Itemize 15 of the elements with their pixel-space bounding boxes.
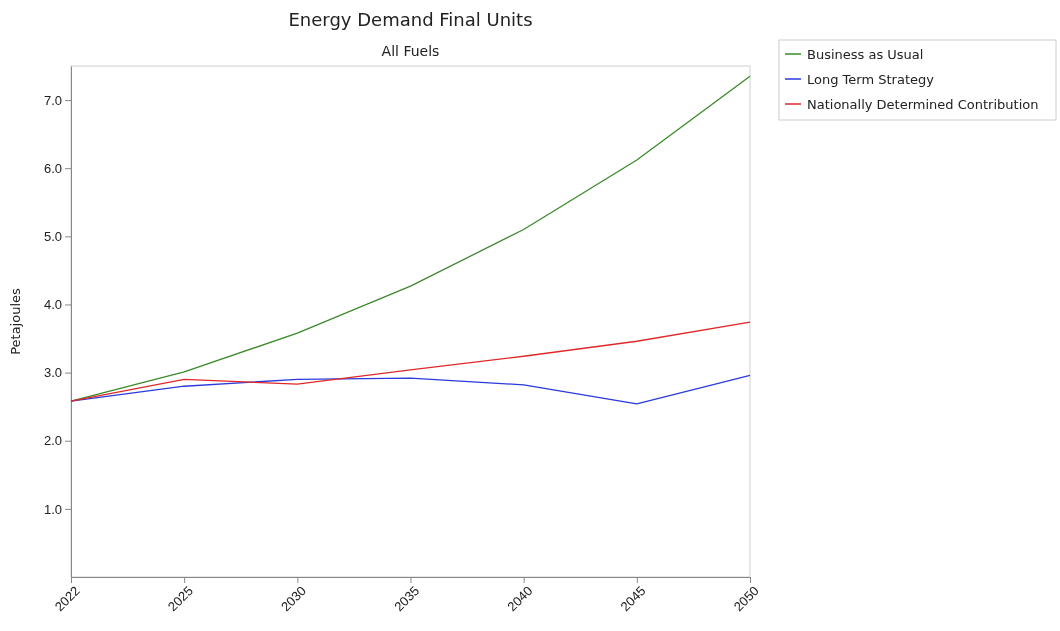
y-tick-label: 1.0 <box>43 501 62 517</box>
y-tick-label: 3.0 <box>43 365 62 381</box>
y-tick-label: 6.0 <box>43 160 62 176</box>
y-axis-title: Petajoules <box>8 287 23 355</box>
y-tick-label: 7.0 <box>43 92 62 108</box>
y-tick-label: 4.0 <box>43 297 62 313</box>
line-series <box>70 374 751 405</box>
y-tick-label: 2.0 <box>43 433 62 449</box>
legend-label: Long Term Strategy <box>807 72 935 87</box>
y-tick-label: 5.0 <box>43 228 62 244</box>
line-series <box>70 321 751 402</box>
chart-subtitle: All Fuels <box>381 43 440 59</box>
chart-title: Energy Demand Final Units <box>288 9 533 30</box>
legend-label: Nationally Determined Contribution <box>807 97 1039 112</box>
legend-label: Business as Usual <box>807 47 924 62</box>
